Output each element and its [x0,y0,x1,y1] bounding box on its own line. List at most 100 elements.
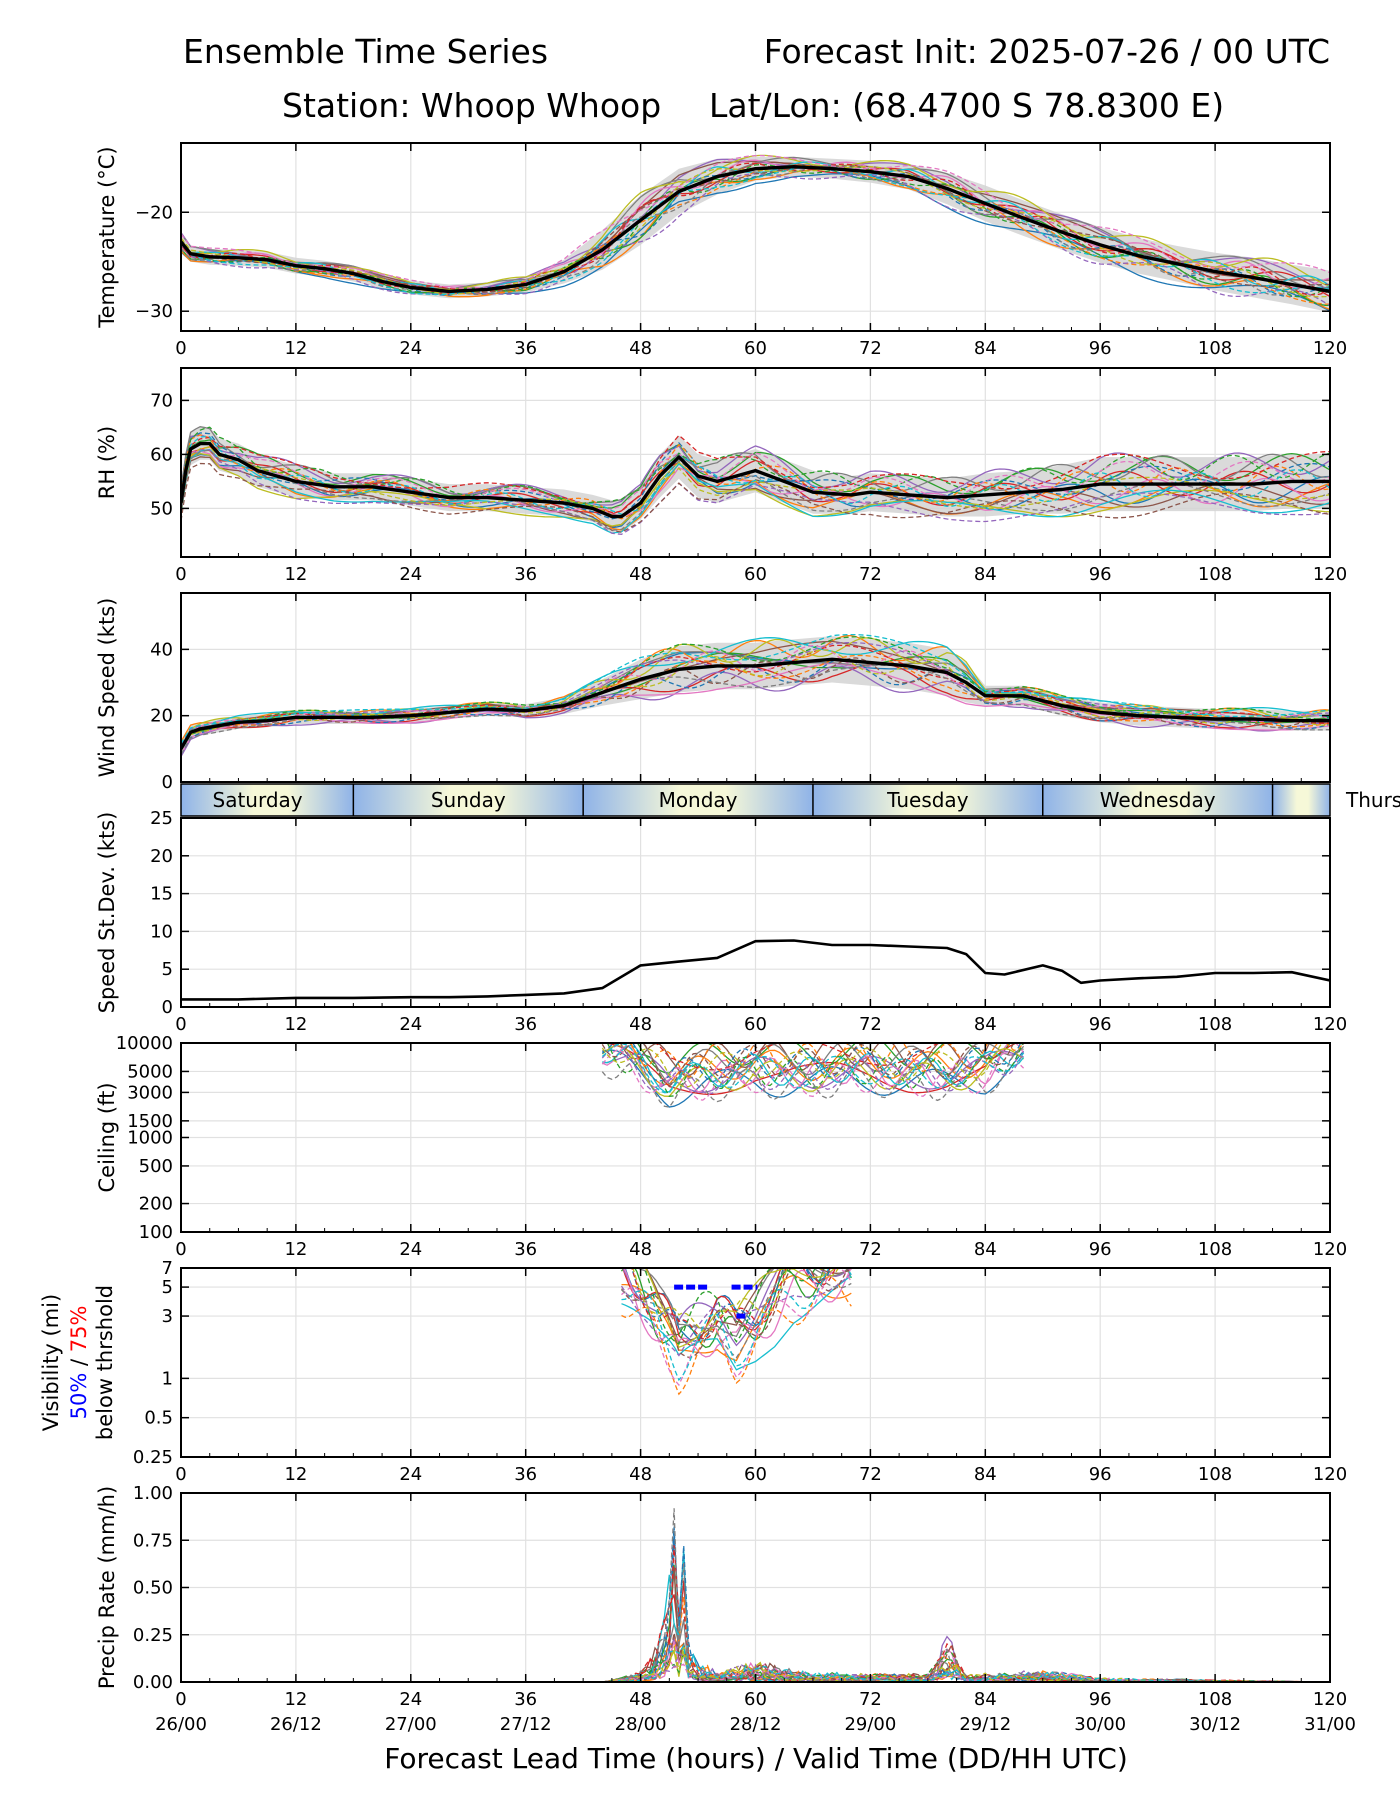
x-tick-label: 48 [629,1014,652,1035]
y-tick-label: 5000 [127,1061,173,1082]
y-tick-label: 7 [162,1258,173,1279]
x-tick-label: 60 [744,564,767,585]
day-band [353,784,584,816]
mean-line-rh [181,441,1330,519]
valid-time-label: 28/12 [730,1714,782,1735]
y-tick-label: 10000 [116,1033,173,1054]
y-axis-label-rh: RH (%) [95,426,119,499]
ensemble-member-line [181,165,1330,296]
y-tick-label: 0 [162,772,173,793]
ensemble-member-line [181,1646,1330,1682]
ensemble-member-line [601,1043,1003,1088]
x-tick-label: 108 [1198,564,1232,585]
ensemble-member-line [601,1043,1025,1078]
y-tick-label: 0.25 [133,1447,173,1468]
x-tick-label: 108 [1198,1689,1232,1710]
valid-time-label: 30/12 [1189,1714,1241,1735]
spread-band [181,636,1330,756]
x-tick-label: 120 [1313,564,1347,585]
y-tick-label: 40 [150,639,173,660]
ensemble-member-line [655,1043,1024,1071]
day-label: Tuesday [886,788,969,812]
x-tick-label: 0 [175,338,186,359]
day-band [1042,784,1273,816]
day-label: Sunday [431,788,506,812]
x-tick-label: 60 [744,1239,767,1260]
station-label: Station: Whoop Whoop [282,86,661,125]
vis-label-line1: Visibility (mi) [39,1294,63,1431]
y-tick-label: 0.75 [133,1530,173,1551]
ensemble-member-line [181,649,1330,751]
x-tick-label: 96 [1089,1689,1112,1710]
y-tick-label: 0.50 [133,1578,173,1599]
x-tick-label: 72 [859,564,882,585]
ensemble-member-line [181,1643,1330,1682]
ensemble-member-line [620,1268,849,1359]
panel-rh: 0 12 24 36 48 60 72 84 96 108 120 50 60 70 RH (%) [95,367,1347,585]
ensemble-member-line [621,1274,852,1362]
ensemble-member-line [628,1043,999,1086]
valid-time-label: 26/00 [155,1714,207,1735]
x-tick-label: 60 [744,338,767,359]
x-tick-label: 72 [859,338,882,359]
x-tick-label: 72 [859,1239,882,1260]
ensemble-member-line [601,1043,1022,1083]
x-tick-label: 0 [175,1689,186,1710]
x-tick-label: 120 [1313,1464,1347,1485]
x-tick-label: 60 [744,1014,767,1035]
x-tick-label: 120 [1313,1014,1347,1035]
latlon-label: Lat/Lon: (68.4700 S 78.8300 E) [709,86,1224,125]
x-tick-label: 96 [1089,1464,1112,1485]
x-tick-label: 108 [1198,1464,1232,1485]
ensemble-member-line [181,442,1330,510]
x-tick-label: 24 [399,1464,422,1485]
valid-time-label: 28/00 [615,1714,667,1735]
x-tick-label: 24 [399,1239,422,1260]
ensemble-member-line [631,1268,832,1340]
ensemble-member-line [181,154,1330,290]
valid-time-label: 27/00 [385,1714,437,1735]
y-tick-label: −30 [135,301,173,322]
ensemble-member-line [181,435,1330,515]
y-tick-label: 25 [150,808,173,829]
x-tick-label: 96 [1089,338,1112,359]
valid-time-label: 31/00 [1304,1714,1356,1735]
x-tick-label: 72 [859,1689,882,1710]
y-tick-label: 1500 [127,1111,173,1132]
valid-time-label: 29/12 [959,1714,1011,1735]
y-tick-label: 100 [139,1222,173,1243]
day-label: Monday [659,788,738,812]
x-tick-label: 24 [399,564,422,585]
x-tick-label: 72 [859,1014,882,1035]
panel-wind: 0 20 40 Wind Speed (kts) [95,592,1331,793]
vis-75-label: 75% [67,1306,91,1353]
ensemble-member-line [601,1043,1025,1094]
x-tick-label: 96 [1089,1239,1112,1260]
day-label: Thursday [1345,788,1400,812]
vis-label-line3: below thrshold [93,1285,117,1440]
x-tick-label: 0 [175,1239,186,1260]
x-tick-label: 48 [629,1689,652,1710]
ensemble-member-line [601,1044,1024,1097]
ensemble-member-line [621,1268,852,1387]
panel-precip: 0 12 24 36 48 60 72 84 96 108 120 0.00 0.25 0.50 0.75 1… [95,1483,1347,1710]
ensemble-member-line [645,1268,852,1344]
ensemble-member-line [181,165,1330,293]
ensemble-member-line [181,166,1330,295]
y-tick-label: 0.25 [133,1625,173,1646]
y-tick-label: 1 [162,1368,173,1389]
x-tick-label: 96 [1089,564,1112,585]
x-tick-label: 108 [1198,1239,1232,1260]
x-tick-label: 36 [514,338,537,359]
x-tick-label: 84 [974,1014,997,1035]
x-tick-label: 96 [1089,1014,1112,1035]
x-tick-label: 12 [284,1014,307,1035]
ensemble-member-line [181,432,1330,520]
valid-time-label: 27/12 [500,1714,552,1735]
ensemble-member-line [181,426,1330,504]
ensemble-member-line [620,1273,852,1357]
panel-spd_sd: 0 12 24 36 48 60 72 84 96 108 120 0 5 10 15 20 25 Speed S… [95,808,1347,1035]
y-axis-label-precip: Precip Rate (mm/h) [95,1486,119,1689]
day-band [1272,784,1330,816]
